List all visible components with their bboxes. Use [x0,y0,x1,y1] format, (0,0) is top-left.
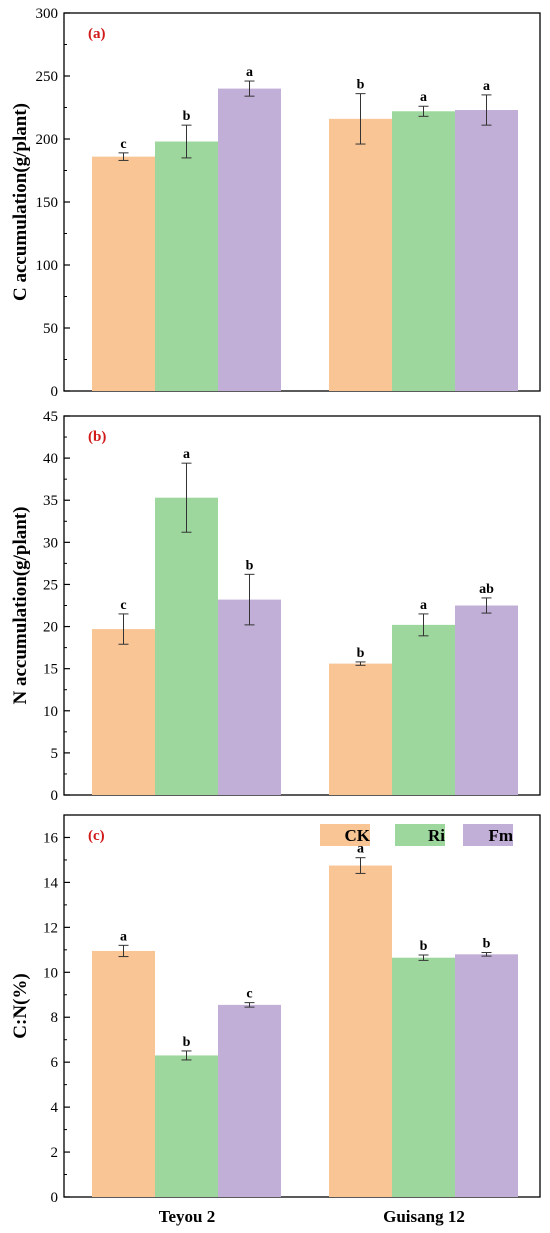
significance-letter: a [420,598,427,613]
significance-letter: a [420,90,427,105]
significance-letter: a [183,447,190,462]
significance-letter: b [183,1035,191,1050]
y-tick-label: 250 [36,69,59,85]
y-tick-label: 8 [51,1010,59,1026]
bar [218,1004,281,1197]
y-tick-label: 0 [51,384,59,400]
panel-label: (b) [88,429,106,445]
bar [455,954,518,1197]
bar [329,663,392,795]
x-category-labels: Teyou 2 Guisang 12 [159,1207,465,1226]
y-tick-label: 20 [43,620,58,636]
significance-letter: b [246,558,254,573]
significance-letter: ab [479,582,494,597]
significance-letter: b [483,937,491,952]
y-tick-label: 40 [43,451,58,467]
panel-c: 0 2 4 6 8 10 12 14 16 C:N(%) (c) a a b b c b CK Ri Fm [10,814,541,1206]
bar [155,497,218,795]
x-category-label: Teyou 2 [159,1207,216,1226]
y-tick-label: 35 [43,493,58,509]
significance-letter: a [483,79,490,94]
bar [92,156,155,391]
significance-letter: a [246,65,253,80]
y-tick-label: 0 [51,1190,59,1206]
bar [329,118,392,391]
y-tick-label: 150 [36,195,59,211]
y-tick-label: 200 [36,132,59,148]
panel-a: 0 50 100 150 200 250 300 C accumulation(g/plant… [10,6,541,400]
significance-letter: b [183,109,191,124]
bar [155,1055,218,1197]
y-tick-label: 0 [51,788,59,804]
panel-b: 0 5 10 15 20 25 30 35 40 45 N accumulation(g/plant… [10,409,541,804]
y-tick-label: 12 [43,920,58,936]
significance-letter: a [357,842,364,857]
legend-label: Fm [488,826,513,845]
y-tick-label: 4 [51,1100,59,1116]
y-axis-title: C:N(%) [10,973,31,1038]
y-tick-label: 14 [43,875,59,891]
y-tick-label: 45 [43,409,58,425]
y-tick-label: 16 [43,830,59,846]
y-tick-label: 2 [51,1145,59,1161]
bar [392,624,455,795]
bar [455,605,518,795]
legend-label: CK [345,826,371,845]
significance-letter: c [246,987,252,1002]
y-axis-title: N accumulation(g/plant) [10,507,31,705]
bar [218,88,281,391]
bar [155,141,218,391]
y-tick-label: 50 [43,321,58,337]
significance-letter: c [120,137,126,152]
legend-swatch [320,824,370,846]
bar [392,111,455,391]
bar [329,865,392,1197]
legend-swatch [395,824,445,846]
significance-letter: b [357,646,365,661]
bar [392,957,455,1197]
y-tick-label: 30 [43,535,58,551]
significance-letter: a [120,929,127,944]
panel-label: (a) [88,26,106,42]
y-tick-label: 15 [43,662,58,678]
bar [218,599,281,795]
significance-letter: b [420,939,428,954]
bar [92,629,155,795]
y-axis-title: C accumulation(g/plant) [10,103,31,301]
bar [455,110,518,392]
bar [92,950,155,1197]
y-tick-label: 25 [43,577,58,593]
plot-frame [63,814,541,1198]
panel-label: (c) [88,828,105,844]
y-tick-label: 10 [43,965,58,981]
y-tick-label: 300 [36,6,59,22]
significance-letter: c [120,598,126,613]
significance-letter: b [357,78,365,93]
legend-label: Ri [428,826,445,845]
y-tick-label: 100 [36,258,59,274]
y-tick-label: 10 [43,704,58,720]
x-category-label: Guisang 12 [383,1207,465,1226]
y-tick-label: 5 [51,746,59,762]
legend-swatch [463,824,513,846]
y-tick-label: 6 [51,1055,59,1071]
